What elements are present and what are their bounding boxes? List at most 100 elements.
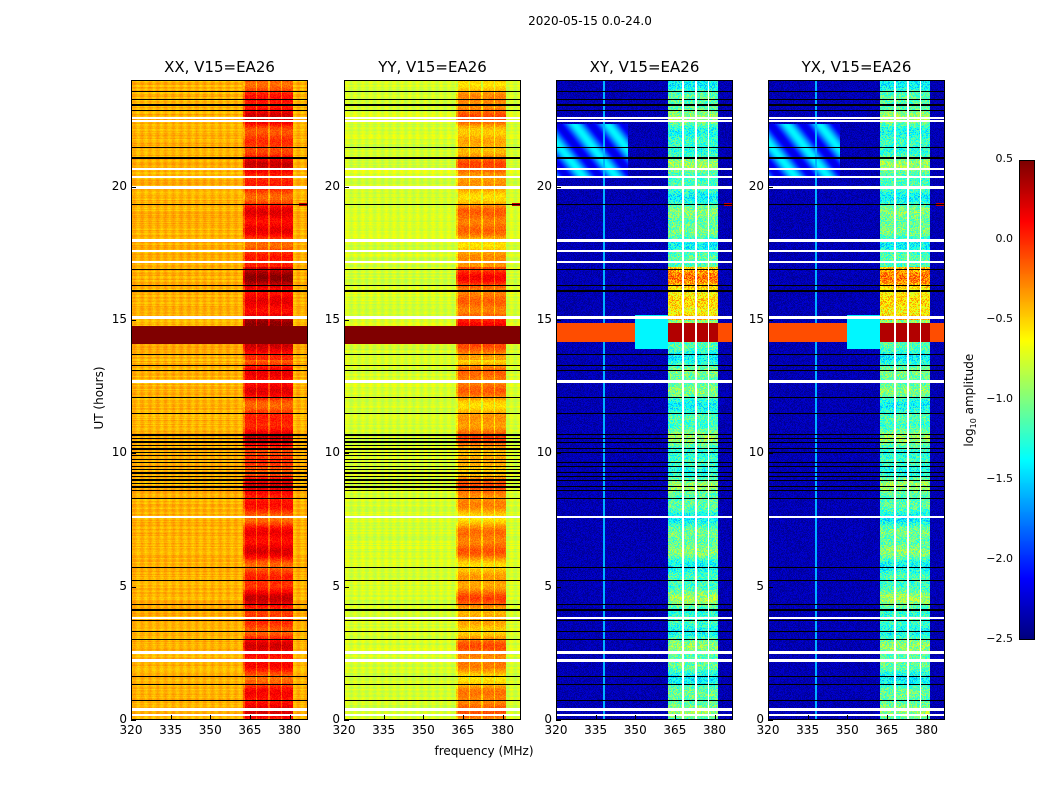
x-tick-mark [807, 715, 809, 720]
colorbar-tick-label: −2.5 [986, 632, 1013, 645]
x-tick-label: 320 [119, 723, 143, 737]
y-tick-label: 15 [536, 312, 552, 326]
y-tick-mark [556, 186, 561, 188]
y-tick-label: 5 [119, 578, 127, 593]
y-tick-mark [768, 720, 773, 721]
y-tick-label: 5 [756, 578, 764, 593]
y-tick-label: 10 [111, 445, 127, 460]
colorbar-tick-label: −2.0 [986, 552, 1013, 565]
x-tick-label: 320 [544, 723, 568, 737]
x-tick-label: 365 [875, 723, 899, 737]
x-tick-mark [847, 715, 849, 720]
y-axis-label: UT (hours) [92, 366, 106, 430]
y-tick-mark [344, 186, 349, 188]
x-tick-mark [462, 715, 464, 720]
heatmap-image-0 [132, 81, 307, 719]
colorbar-tick-label: −1.0 [986, 392, 1013, 405]
x-tick-label: 380 [491, 723, 514, 737]
x-tick-label: 350 [198, 723, 222, 737]
x-tick-label: 320 [332, 723, 356, 737]
y-tick-mark [131, 453, 136, 455]
panel-title-0: XX, V15=EA26 [164, 58, 275, 76]
y-tick-mark [344, 320, 349, 321]
heatmap-panel-3 [768, 80, 945, 720]
y-tick-label: 0 [119, 712, 127, 726]
y-tick-label: 10 [536, 445, 552, 460]
x-tick-label: 335 [584, 723, 608, 737]
y-tick-label: 15 [748, 312, 764, 326]
colorbar-tick-label: 0.5 [995, 152, 1014, 165]
heatmap-panel-0 [131, 80, 308, 720]
y-tick-mark [768, 186, 773, 188]
x-tick-mark [344, 715, 345, 720]
y-tick-mark [131, 186, 136, 188]
y-tick-label: 5 [332, 578, 340, 593]
y-tick-mark [344, 720, 349, 721]
x-tick-mark [423, 715, 425, 720]
colorbar-label-sub: 10 [969, 418, 979, 429]
colorbar-tick-label: −0.5 [986, 312, 1013, 325]
y-tick-label: 0 [756, 712, 764, 726]
x-axis-label: frequency (MHz) [434, 744, 534, 758]
x-tick-label: 335 [372, 723, 396, 737]
x-tick-label: 365 [451, 723, 475, 737]
x-tick-mark [289, 715, 291, 720]
y-tick-label: 20 [536, 178, 552, 193]
y-tick-label: 20 [111, 178, 127, 193]
y-tick-mark [556, 320, 561, 321]
x-tick-mark [170, 715, 172, 720]
colorbar-tick-label: 0.0 [995, 232, 1014, 245]
x-tick-label: 335 [796, 723, 820, 737]
x-tick-mark [383, 715, 385, 720]
x-tick-mark [210, 715, 212, 720]
y-tick-mark [344, 453, 349, 455]
y-tick-mark [768, 453, 773, 455]
x-tick-mark [886, 715, 888, 720]
colorbar-tick-label: −1.5 [986, 472, 1013, 485]
panel-title-2: XY, V15=EA26 [589, 58, 700, 76]
y-tick-label: 15 [111, 312, 127, 326]
x-tick-mark [714, 715, 716, 720]
x-tick-label: 335 [159, 723, 183, 737]
x-tick-mark [131, 715, 132, 720]
heatmap-image-2 [557, 81, 732, 719]
y-tick-label: 0 [332, 712, 340, 726]
x-tick-label: 380 [703, 723, 726, 737]
colorbar [1019, 160, 1035, 640]
y-tick-label: 20 [748, 178, 764, 193]
panel-title-1: YY, V15=EA26 [378, 58, 487, 76]
y-tick-mark [556, 720, 561, 721]
y-tick-mark [556, 453, 561, 455]
x-tick-mark [595, 715, 597, 720]
y-tick-mark [768, 586, 773, 588]
y-tick-label: 0 [544, 712, 552, 726]
colorbar-label-suffix: amplitude [961, 353, 976, 419]
x-tick-label: 380 [278, 723, 301, 737]
panel-title-3: YX, V15=EA26 [801, 58, 912, 76]
y-tick-mark [131, 586, 136, 588]
heatmap-image-3 [769, 81, 944, 719]
y-tick-label: 5 [544, 578, 552, 593]
x-tick-label: 350 [411, 723, 435, 737]
y-tick-mark [131, 720, 136, 721]
x-tick-mark [768, 715, 769, 720]
x-tick-label: 365 [663, 723, 687, 737]
x-tick-mark [556, 715, 557, 720]
colorbar-gradient [1020, 161, 1034, 639]
y-tick-label: 10 [324, 445, 340, 460]
heatmap-image-1 [345, 81, 520, 719]
x-tick-label: 365 [238, 723, 262, 737]
heatmap-panel-2 [556, 80, 733, 720]
heatmap-panel-1 [344, 80, 521, 720]
x-tick-mark [926, 715, 928, 720]
x-tick-mark [249, 715, 251, 720]
y-tick-mark [131, 320, 136, 321]
x-tick-mark [674, 715, 676, 720]
y-tick-label: 10 [748, 445, 764, 460]
y-tick-mark [344, 586, 349, 588]
y-tick-label: 15 [324, 312, 340, 326]
x-tick-label: 350 [623, 723, 647, 737]
y-tick-mark [556, 586, 561, 588]
figure-title: 2020-05-15 0.0-24.0 [528, 14, 652, 28]
